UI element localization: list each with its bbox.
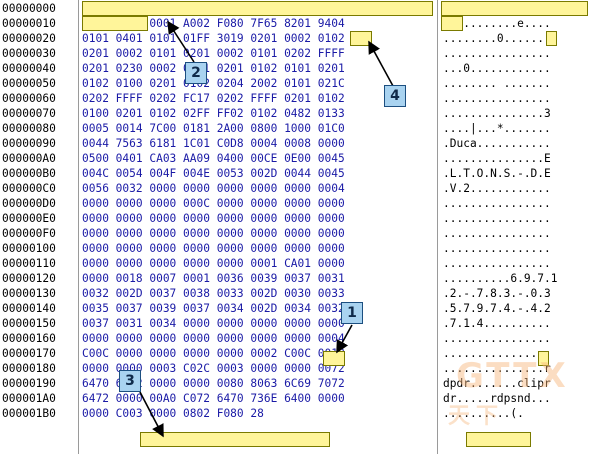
hex-cell[interactable]: 0202 FFFF 0202 FC17 0202 FFFF 0201 0102	[82, 92, 345, 105]
ascii-cell[interactable]: ................	[443, 332, 551, 345]
ascii-cell[interactable]: ...............r	[443, 362, 551, 375]
offset-column: 00000000 00000010 00000020 00000030 00000040…	[0, 0, 78, 454]
offset-divider	[78, 0, 79, 454]
offset-cell: 00000010	[2, 17, 56, 30]
ascii-column[interactable]: ................ ...........e............…	[441, 0, 593, 454]
hex-cell[interactable]: C00C 0000 0000 0000 0000 0002 C00C 0018	[82, 347, 345, 360]
ascii-cell[interactable]: dpdr.......clipr	[443, 377, 551, 390]
offset-cell: 000000B0	[2, 167, 56, 180]
offset-cell: 00000150	[2, 317, 56, 330]
hex-cell[interactable]: 0037 0031 0034 0000 0000 0000 0000 0000	[82, 317, 345, 330]
offset-cell: 000000E0	[2, 212, 56, 225]
offset-cell: 00000180	[2, 362, 56, 375]
highlight-hex-item-1	[323, 351, 345, 366]
ascii-cell[interactable]: ...0............	[443, 62, 551, 75]
hex-cell[interactable]: 0032 002D 0037 0038 0033 002D 0030 0033	[82, 287, 345, 300]
ascii-cell[interactable]: dr.....rdpsnd...	[443, 392, 551, 405]
ascii-cell[interactable]: .7.1.4..........	[443, 317, 551, 330]
callout-4: 4	[384, 85, 406, 107]
hex-cell[interactable]: 0000 0000 0000 000C 0000 0000 0000 0000	[82, 197, 345, 210]
ascii-cell[interactable]: .V.2............	[443, 182, 551, 195]
callout-3: 3	[119, 370, 141, 392]
hex-cell[interactable]: 0056 0032 0000 0000 0000 0000 0000 0004	[82, 182, 345, 195]
offset-cell: 00000090	[2, 137, 56, 150]
hex-cell[interactable]: 004C 0054 004F 004E 0053 002D 0044 0045	[82, 167, 345, 180]
hex-cell[interactable]: 0201 0002 0101 0201 0002 0101 0202 FFFF	[82, 47, 345, 60]
hex-cell[interactable]: 0000 0000 0000 0000 0000 0000 0000 0004	[82, 332, 345, 345]
watermark-text: GTTX	[456, 356, 569, 396]
ascii-cell[interactable]: ........0.......	[443, 32, 551, 45]
hex-cell[interactable]: 0102 0100 0201 0102 0204 2002 0101 021C	[82, 77, 345, 90]
ascii-cell[interactable]: ...............3	[443, 107, 551, 120]
ascii-cell[interactable]: ................	[443, 242, 551, 255]
offset-cell: 000000D0	[2, 197, 56, 210]
offset-cell: 00000100	[2, 242, 56, 255]
ascii-cell[interactable]: ................	[443, 197, 551, 210]
hex-cell[interactable]: 0000 C003 0000 0802 F080 28	[82, 407, 264, 420]
ascii-cell[interactable]: .5.7.9.7.4.-.4.2	[443, 302, 551, 315]
offset-cell: 000001A0	[2, 392, 56, 405]
ascii-cell[interactable]: ..........(.	[443, 407, 524, 420]
callout-2: 2	[185, 62, 207, 84]
highlight-ascii-item-3	[466, 432, 531, 447]
offset-cell: 00000040	[2, 62, 56, 75]
ascii-divider	[437, 0, 438, 454]
ascii-cell[interactable]: ........ .......	[443, 77, 551, 90]
ascii-cell[interactable]: ................	[443, 227, 551, 240]
hex-cell[interactable]: 0000 0000 0000 0000 0000 0000 0000 0000	[82, 227, 345, 240]
offset-cell: 00000120	[2, 272, 56, 285]
offset-cell: 00000130	[2, 287, 56, 300]
offset-cell: 000001B0	[2, 407, 56, 420]
ascii-cell[interactable]: ................	[443, 92, 551, 105]
hex-cell[interactable]: 0000 0000 0000 0000 0000 0001 CA01 0000	[82, 257, 345, 270]
callout-1: 1	[341, 302, 363, 324]
offset-cell: 00000000	[2, 2, 56, 15]
offset-cell: 00000110	[2, 257, 56, 270]
watermark-subtext: 天下	[448, 404, 505, 429]
offset-cell: 00000190	[2, 377, 56, 390]
ascii-cell[interactable]: ...............E	[443, 152, 551, 165]
highlight-hex-item-4	[350, 31, 372, 46]
offset-cell: 00000160	[2, 332, 56, 345]
highlight-ascii-row-0	[441, 1, 588, 16]
offset-cell: 000000A0	[2, 152, 56, 165]
ascii-cell[interactable]: .Duca...........	[443, 137, 551, 150]
ascii-cell[interactable]: ................	[443, 257, 551, 270]
highlight-ascii-item-4	[546, 31, 557, 46]
hex-cell[interactable]: 0000 0000 0000 0000 0000 0000 0000 0000	[82, 212, 345, 225]
hex-cell[interactable]: 0000 0018 0007 0001 0036 0039 0037 0031	[82, 272, 345, 285]
ascii-cell[interactable]: ...........e....	[443, 17, 551, 30]
ascii-cell[interactable]: ....|...*.......	[443, 122, 551, 135]
highlight-hex-item-3	[140, 432, 330, 447]
hex-cell[interactable]: 0201 0230 0002 0101 0201 0102 0101 0201	[82, 62, 345, 75]
highlight-hex-row-1	[82, 16, 148, 31]
hex-cell[interactable]: 0101 0401 0101 01FF 3019 0201 0002 0102	[82, 32, 345, 45]
hex-cell[interactable]: 0000 0000 0000 0000 0000 0000 0000 0000	[82, 242, 345, 255]
ascii-cell[interactable]: ................	[443, 47, 551, 60]
hex-cell[interactable]: 0100 0201 0102 02FF FF02 0102 0482 0133	[82, 107, 345, 120]
highlight-hex-row-0	[82, 1, 433, 16]
hex-cell[interactable]: 0500 0401 CA03 AA09 0400 00CE 0E00 0045	[82, 152, 345, 165]
offset-cell: 00000070	[2, 107, 56, 120]
offset-cell: 00000170	[2, 347, 56, 360]
offset-cell: 00000030	[2, 47, 56, 60]
offset-cell: 00000140	[2, 302, 56, 315]
offset-cell: 00000060	[2, 92, 56, 105]
highlight-ascii-item-1	[538, 351, 549, 366]
offset-cell: 000000C0	[2, 182, 56, 195]
ascii-cell[interactable]: ................	[443, 212, 551, 225]
offset-cell: 00000020	[2, 32, 56, 45]
ascii-cell[interactable]: .2.-.7.8.3.-.0.3	[443, 287, 551, 300]
offset-cell: 00000080	[2, 122, 56, 135]
hex-cell[interactable]: 0044 7563 6181 1C01 C0D8 0004 0008 0000	[82, 137, 345, 150]
highlight-ascii-row-1	[441, 16, 463, 31]
ascii-cell[interactable]: .L.T.O.N.S.-.D.E	[443, 167, 551, 180]
hex-cell[interactable]: 0005 0014 7C00 0181 2A00 0800 1000 01C0	[82, 122, 345, 135]
hex-cell[interactable]: 0035 0037 0039 0037 0034 002D 0034 0032	[82, 302, 345, 315]
offset-cell: 000000F0	[2, 227, 56, 240]
ascii-cell[interactable]: ..........6.9.7.1	[443, 272, 558, 285]
hex-cell[interactable]: 6472 0000 00A0 C072 6470 736E 6400 0000	[82, 392, 345, 405]
offset-cell: 00000050	[2, 77, 56, 90]
ascii-cell[interactable]: ................	[443, 347, 551, 360]
